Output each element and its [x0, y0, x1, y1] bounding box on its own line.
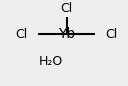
Text: Cl: Cl	[16, 28, 28, 41]
Text: Yb: Yb	[58, 27, 75, 41]
Text: Cl: Cl	[105, 28, 118, 41]
Text: Cl: Cl	[60, 2, 73, 15]
Text: H₂O: H₂O	[39, 55, 63, 68]
